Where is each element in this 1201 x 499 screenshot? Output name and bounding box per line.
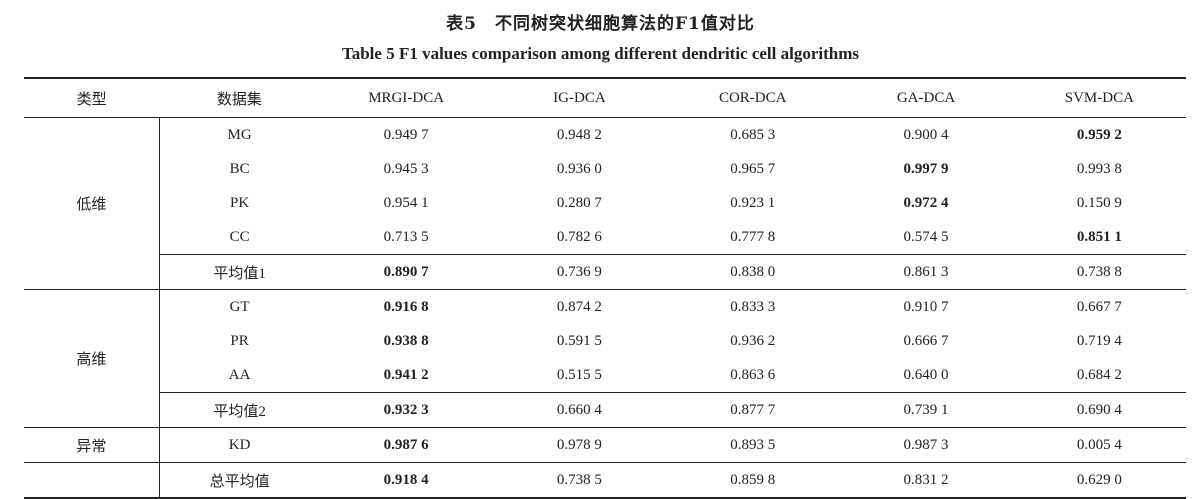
type-cell-empty xyxy=(24,462,160,499)
value-cell: 0.666 7 xyxy=(903,332,949,349)
value-cell: 0.851 1 xyxy=(1076,228,1122,245)
value-cell: 0.782 6 xyxy=(556,228,602,245)
dataset-cell: 总平均值 xyxy=(159,462,320,499)
value-cell: 0.690 4 xyxy=(1012,392,1186,428)
value-cell: 0.005 4 xyxy=(1012,427,1186,463)
dataset-cell: 平均值2 xyxy=(159,392,320,428)
table-body: 低维 MG 0.949 7 0.948 2 0.685 3 0.900 4 0.… xyxy=(24,117,1186,499)
value-cell: 0.640 0 xyxy=(903,366,949,383)
value-cell: 0.918 4 xyxy=(319,462,493,499)
value-cell: 0.936 0 xyxy=(556,160,602,177)
value-cell: 0.923 1 xyxy=(730,194,776,211)
table-row: PR 0.938 8 0.591 5 0.936 2 0.666 7 0.719… xyxy=(24,324,1186,358)
value-cell: 0.900 4 xyxy=(903,126,949,143)
value-cell: 0.736 9 xyxy=(492,254,667,290)
f1-comparison-table: 类型 数据集 MRGI-DCA IG-DCA COR-DCA GA-DCA SV… xyxy=(24,77,1186,499)
value-cell: 0.993 8 xyxy=(1076,160,1122,177)
value-cell: 0.738 8 xyxy=(1012,254,1186,290)
value-cell: 0.831 2 xyxy=(839,462,1013,499)
dataset-cell: BC xyxy=(229,160,250,177)
value-cell: 0.972 4 xyxy=(903,194,949,211)
header-type: 类型 xyxy=(24,77,160,118)
value-cell: 0.280 7 xyxy=(556,194,602,211)
header-method: MRGI-DCA xyxy=(319,77,493,118)
value-cell: 0.948 2 xyxy=(556,126,602,143)
table-row: CC 0.713 5 0.782 6 0.777 8 0.574 5 0.851… xyxy=(24,220,1186,255)
dataset-cell: KD xyxy=(159,427,320,463)
value-cell: 0.739 1 xyxy=(839,392,1013,428)
value-cell: 0.719 4 xyxy=(1076,332,1122,349)
dataset-cell: 平均值1 xyxy=(159,254,320,290)
value-cell: 0.838 0 xyxy=(666,254,840,290)
value-cell: 0.684 2 xyxy=(1076,366,1122,383)
value-cell: 0.629 0 xyxy=(1012,462,1186,499)
value-cell: 0.877 7 xyxy=(666,392,840,428)
value-cell: 0.859 8 xyxy=(666,462,840,499)
header-method: IG-DCA xyxy=(492,77,667,118)
header-row: 类型 数据集 MRGI-DCA IG-DCA COR-DCA GA-DCA SV… xyxy=(24,77,1186,118)
header-method: GA-DCA xyxy=(839,77,1013,118)
value-cell: 0.949 7 xyxy=(383,126,429,143)
table-row: 高维 GT 0.916 8 0.874 2 0.833 3 0.910 7 0.… xyxy=(24,289,1186,428)
header-dataset: 数据集 xyxy=(159,77,320,118)
value-cell: 0.945 3 xyxy=(383,160,429,177)
value-cell: 0.777 8 xyxy=(730,228,776,245)
value-cell: 0.713 5 xyxy=(383,228,429,245)
table-row: PK 0.954 1 0.280 7 0.923 1 0.972 4 0.150… xyxy=(24,186,1186,220)
type-cell: 低维 xyxy=(24,117,160,290)
type-cell: 异常 xyxy=(24,427,160,463)
value-cell: 0.833 3 xyxy=(730,298,776,315)
value-cell: 0.997 9 xyxy=(903,160,949,177)
value-cell: 0.965 7 xyxy=(730,160,776,177)
value-cell: 0.863 6 xyxy=(730,366,776,383)
value-cell: 0.660 4 xyxy=(492,392,667,428)
type-cell: 高维 xyxy=(24,289,160,428)
value-cell: 0.515 5 xyxy=(556,366,602,383)
table-row: BC 0.945 3 0.936 0 0.965 7 0.997 9 0.993… xyxy=(24,152,1186,186)
dataset-cell: PK xyxy=(230,194,250,211)
table-caption-cn: 表5 不同树突状细胞算法的F1值对比 xyxy=(446,14,755,34)
value-cell: 0.941 2 xyxy=(383,366,429,383)
average-row: 平均值1 0.890 7 0.736 9 0.838 0 0.861 3 0.7… xyxy=(24,254,1186,290)
value-cell: 0.893 5 xyxy=(666,427,840,463)
dataset-cell: PR xyxy=(230,332,249,349)
table-row: AA 0.941 2 0.515 5 0.863 6 0.640 0 0.684… xyxy=(24,358,1186,393)
value-cell: 0.987 6 xyxy=(319,427,493,463)
value-cell: 0.916 8 xyxy=(383,298,429,315)
value-cell: 0.987 3 xyxy=(839,427,1013,463)
dataset-cell: CC xyxy=(229,228,250,245)
dataset-cell: MG xyxy=(227,126,252,143)
header-method: SVM-DCA xyxy=(1012,77,1186,118)
value-cell: 0.667 7 xyxy=(1076,298,1122,315)
table-row: 低维 MG 0.949 7 0.948 2 0.685 3 0.900 4 0.… xyxy=(24,117,1186,290)
value-cell: 0.959 2 xyxy=(1076,126,1122,143)
dataset-cell: GT xyxy=(229,298,250,315)
value-cell: 0.591 5 xyxy=(556,332,602,349)
value-cell: 0.738 5 xyxy=(492,462,667,499)
value-cell: 0.910 7 xyxy=(903,298,949,315)
value-cell: 0.861 3 xyxy=(839,254,1013,290)
value-cell: 0.150 9 xyxy=(1076,194,1122,211)
value-cell: 0.574 5 xyxy=(903,228,949,245)
table-row: 异常 KD 0.987 6 0.978 9 0.893 5 0.987 3 0.… xyxy=(24,427,1186,463)
value-cell: 0.954 1 xyxy=(383,194,429,211)
value-cell: 0.874 2 xyxy=(556,298,602,315)
value-cell: 0.978 9 xyxy=(492,427,667,463)
value-cell: 0.936 2 xyxy=(730,332,776,349)
dataset-cell: AA xyxy=(228,366,251,383)
total-average-row: 总平均值 0.918 4 0.738 5 0.859 8 0.831 2 0.6… xyxy=(24,462,1186,499)
table-caption-en: Table 5 F1 values comparison among diffe… xyxy=(341,44,860,63)
value-cell: 0.932 3 xyxy=(319,392,493,428)
average-row: 平均值2 0.932 3 0.660 4 0.877 7 0.739 1 0.6… xyxy=(24,392,1186,428)
value-cell: 0.890 7 xyxy=(319,254,493,290)
value-cell: 0.938 8 xyxy=(383,332,429,349)
value-cell: 0.685 3 xyxy=(730,126,776,143)
header-method: COR-DCA xyxy=(666,77,840,118)
